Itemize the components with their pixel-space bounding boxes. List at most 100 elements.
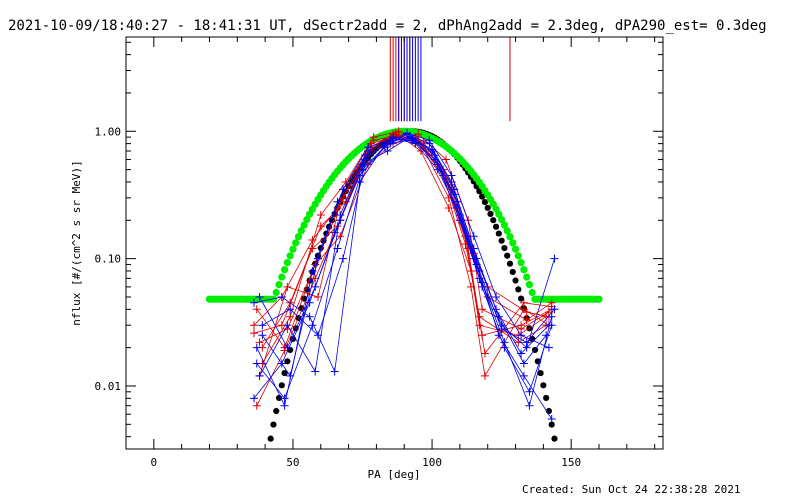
black-model-point	[487, 210, 494, 218]
red-data-point	[519, 298, 528, 307]
green-model-point	[286, 252, 294, 260]
black-model-point	[331, 210, 338, 218]
blue-data-point	[411, 139, 420, 148]
black-model-point	[551, 435, 558, 442]
red-data-point	[249, 329, 258, 338]
green-model-point	[525, 281, 534, 289]
blue-data-point	[544, 343, 553, 352]
blue-data-point	[547, 321, 556, 330]
blue-data-point	[252, 343, 261, 352]
red-data-point	[444, 203, 453, 212]
x-tick-label: 150	[561, 456, 581, 469]
black-model-point	[504, 252, 511, 259]
black-model-point	[506, 260, 514, 267]
blue-data-point	[305, 298, 314, 307]
blue-data-point	[286, 305, 295, 314]
green-model-point	[595, 295, 603, 303]
red-data-point	[311, 274, 320, 283]
blue-data-point	[500, 338, 509, 347]
red-series-line	[253, 136, 547, 343]
green-model-point	[528, 288, 536, 297]
red-data-point	[475, 312, 484, 321]
x-tick-label: 0	[151, 456, 158, 469]
blue-data-point	[425, 136, 434, 145]
x-axis-label: PA [deg]	[368, 468, 421, 481]
y-axis: 0.01 0.10 1.00	[95, 41, 663, 438]
blue-data-point	[547, 312, 556, 321]
green-model-point	[275, 281, 283, 289]
black-model-point	[278, 382, 285, 389]
black-model-point	[479, 193, 486, 200]
green-model-point	[498, 215, 506, 224]
green-model-point	[303, 215, 311, 224]
blue-data-point	[478, 278, 487, 287]
black-model-point	[281, 369, 288, 377]
blue-data-point	[305, 312, 314, 321]
blue-data-point	[249, 298, 258, 307]
blue-data-point	[455, 211, 464, 220]
blue-data-point	[519, 371, 528, 380]
black-model-point	[515, 286, 522, 293]
measurement-series	[249, 127, 559, 424]
red-data-point	[480, 349, 489, 358]
green-model-point	[509, 239, 517, 247]
black-model-point	[481, 198, 489, 206]
y-tick-label: 0.01	[95, 380, 122, 393]
black-model-point	[517, 295, 525, 302]
blue-data-point	[547, 415, 556, 424]
black-model-point	[267, 435, 274, 442]
blue-data-point	[383, 147, 392, 156]
blue-data-point	[497, 325, 506, 334]
red-data-point	[316, 222, 325, 231]
black-model-point	[509, 268, 516, 276]
black-model-point	[548, 421, 555, 428]
blue-data-point	[339, 254, 348, 263]
green-model-point	[294, 233, 303, 241]
y-tick-label: 0.10	[95, 253, 122, 266]
green-model-point	[272, 288, 280, 297]
red-data-point	[478, 305, 487, 314]
black-model-point	[543, 394, 550, 402]
blue-data-point	[249, 394, 258, 403]
plot-frame	[125, 36, 664, 450]
creation-timestamp: Created: Sun Oct 24 22:38:28 2021	[522, 483, 741, 496]
green-model-point	[283, 259, 291, 267]
blue-data-point	[355, 177, 364, 186]
blue-data-point	[286, 371, 295, 380]
blue-data-point	[283, 321, 292, 330]
black-model-point	[540, 382, 547, 389]
blue-data-point	[453, 197, 462, 206]
blue-data-point	[550, 254, 559, 263]
red-data-point	[252, 401, 261, 410]
blue-data-point	[517, 331, 526, 340]
vertical-marker-lines	[389, 37, 511, 122]
red-data-point	[283, 282, 292, 291]
red-data-point	[252, 305, 261, 314]
black-model-point	[490, 217, 497, 224]
green-model-point	[300, 221, 308, 229]
black-model-point	[273, 407, 280, 415]
red-data-point	[369, 136, 378, 145]
x-axis: 0 50 100 150	[151, 37, 656, 469]
black-model-point	[492, 223, 500, 230]
red-data-point	[255, 338, 264, 347]
red-data-point	[311, 260, 320, 269]
blue-data-point	[364, 143, 373, 152]
blue-data-point	[403, 128, 412, 137]
green-model-point	[278, 273, 286, 281]
red-data-point	[308, 244, 317, 253]
blue-data-point	[330, 367, 339, 376]
red-data-point	[480, 371, 489, 380]
black-model-point	[284, 358, 291, 365]
blue-data-point	[313, 254, 322, 263]
blue-data-point	[469, 232, 478, 241]
blue-data-point	[280, 401, 289, 410]
x-tick-label: 100	[422, 456, 442, 469]
blue-data-point	[494, 312, 503, 321]
black-model-point	[270, 421, 277, 428]
blue-data-point	[339, 185, 348, 194]
red-data-point	[286, 312, 295, 321]
blue-data-point	[283, 343, 292, 352]
